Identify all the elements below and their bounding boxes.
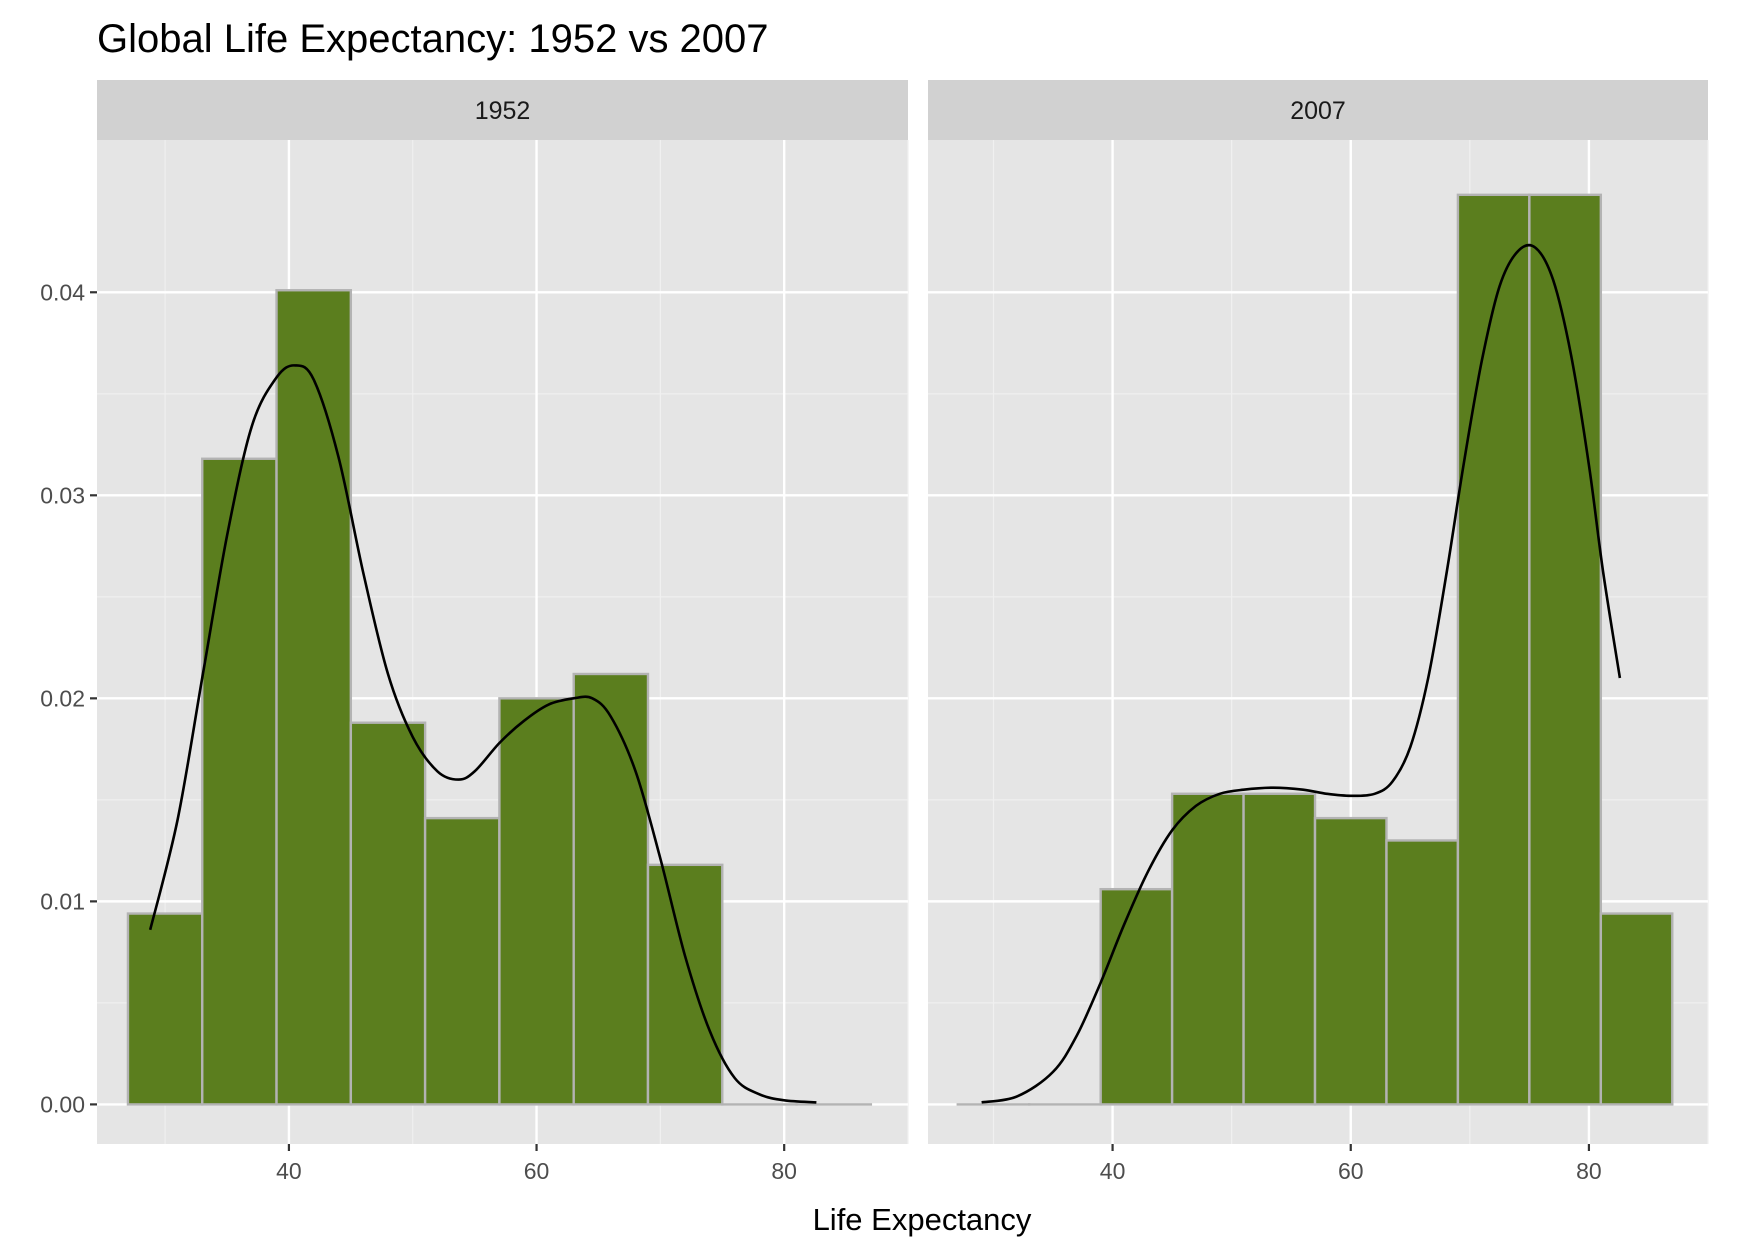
x-tick-label: 60 xyxy=(1338,1158,1364,1184)
y-tick-label: 0.02 xyxy=(40,685,85,711)
y-tick-label: 0.04 xyxy=(40,279,85,305)
y-axis: 0.00 0.01 0.02 0.03 0.04 xyxy=(40,279,97,1117)
histogram-bar xyxy=(1385,839,1460,1106)
histogram-bar xyxy=(1099,887,1174,1106)
histogram-bar xyxy=(1599,912,1674,1106)
x-tick-label: 40 xyxy=(276,1158,302,1184)
facet-strip-label: 1952 xyxy=(475,97,531,125)
y-tick-label: 0.01 xyxy=(40,888,85,914)
histogram-bar xyxy=(126,912,204,1106)
x-tick-label: 60 xyxy=(524,1158,550,1184)
chart-title: Global Life Expectancy: 1952 vs 2007 xyxy=(97,17,769,61)
facet-strip-label: 2007 xyxy=(1290,97,1346,125)
histogram-bar xyxy=(1313,816,1388,1106)
panel-1952: 1952 40 60 80 xyxy=(97,80,909,1184)
panel-2007: 2007 40 60 80 xyxy=(928,80,1709,1184)
histogram-bar xyxy=(1456,193,1531,1106)
x-tick-label: 80 xyxy=(1576,1158,1602,1184)
x-tick-label: 80 xyxy=(771,1158,797,1184)
y-tick-label: 0.03 xyxy=(40,482,85,508)
density-curve xyxy=(148,364,817,1104)
histogram-bar xyxy=(349,721,427,1106)
histogram-bar xyxy=(275,289,353,1106)
histogram-bar xyxy=(498,697,575,1106)
histogram-bar xyxy=(1242,792,1317,1106)
histogram-bar xyxy=(572,672,650,1106)
histogram-bar xyxy=(1170,792,1245,1106)
histogram-bar xyxy=(423,816,501,1106)
x-tick-label: 40 xyxy=(1100,1158,1126,1184)
histogram-bar xyxy=(646,863,724,1106)
facet-strip xyxy=(97,80,908,140)
x-axis-title: Life Expectancy xyxy=(813,1202,1032,1237)
histogram-bar xyxy=(201,457,278,1106)
y-tick-label: 0.00 xyxy=(40,1091,85,1117)
histogram-bar xyxy=(1528,193,1603,1106)
density-curve xyxy=(981,243,1622,1104)
facet-strip xyxy=(928,80,1708,140)
